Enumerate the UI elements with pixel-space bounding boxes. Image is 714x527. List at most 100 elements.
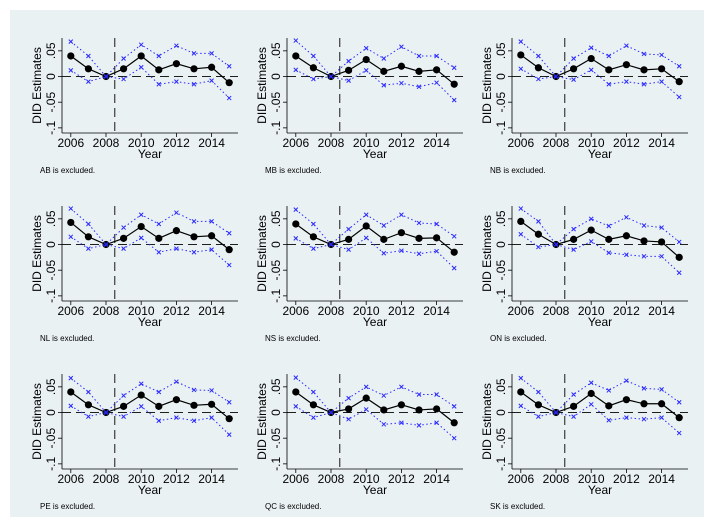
point: [68, 67, 74, 73]
point: [588, 239, 594, 244]
y-axis-label: DID Estimates: [30, 47, 44, 124]
point: [191, 418, 197, 424]
x-tick-label: 2006: [507, 304, 534, 318]
point: [534, 64, 543, 72]
point: [622, 396, 631, 404]
point: [536, 389, 541, 395]
point: [121, 76, 126, 82]
point: [588, 67, 594, 73]
y-tick-label: 0: [494, 409, 508, 416]
point: [640, 237, 648, 245]
point: [536, 244, 541, 250]
y-tick-label: -.05: [269, 92, 283, 113]
point: [518, 206, 524, 211]
y-tick-label: -.05: [44, 92, 58, 113]
point: [606, 250, 612, 256]
point: [226, 432, 232, 437]
point: [86, 53, 91, 59]
y-tick-label: -.05: [269, 260, 283, 281]
point: [156, 221, 162, 227]
y-tick-label: -.1: [269, 289, 283, 303]
point: [103, 410, 109, 415]
point: [450, 80, 458, 88]
point: [676, 63, 682, 69]
point: [191, 51, 197, 56]
point: [311, 76, 316, 82]
panel: -.1 -.05 0 .05 2006 2008 2010 2012 2014 Year DID E…: [30, 374, 238, 511]
point: [309, 233, 317, 241]
x-tick-label: 2012: [388, 472, 415, 486]
series-line: [520, 377, 680, 414]
y-tick-label: -.05: [494, 260, 508, 281]
y-axis-label: DID Estimates: [30, 383, 44, 460]
point: [416, 220, 422, 226]
point: [156, 81, 162, 87]
caption: NS is excluded.: [265, 334, 321, 343]
point: [624, 378, 629, 384]
point: [588, 216, 594, 222]
x-tick-label: 2014: [648, 136, 675, 150]
point: [641, 253, 647, 259]
y-axis-label: DID Estimates: [480, 215, 494, 292]
point: [451, 435, 457, 441]
x-tick-label: 2012: [163, 136, 190, 150]
point: [226, 63, 232, 69]
point: [121, 225, 126, 230]
point: [433, 405, 441, 413]
point: [676, 399, 682, 405]
point: [381, 421, 387, 427]
point: [676, 430, 682, 436]
point: [571, 247, 576, 253]
x-tick-label: 2014: [648, 472, 675, 486]
point: [517, 51, 525, 59]
point: [138, 212, 144, 218]
point: [536, 76, 541, 82]
y-tick-label: -.1: [44, 289, 58, 303]
x-tick-label: 2006: [57, 136, 84, 150]
point: [172, 60, 180, 68]
x-tick-label: 2008: [543, 304, 570, 318]
caption: NL is excluded.: [40, 334, 94, 343]
point: [174, 210, 179, 216]
x-tick-label: 2008: [93, 304, 120, 318]
point: [434, 420, 439, 426]
y-axis-label: DID Estimates: [480, 47, 494, 124]
point: [209, 78, 214, 83]
point: [397, 62, 405, 70]
point: [624, 79, 629, 85]
point: [641, 386, 647, 391]
caption: ON is excluded.: [490, 334, 546, 343]
y-tick-label: -.1: [44, 121, 58, 135]
panel: -.1 -.05 0 .05 2006 2008 2010 2012 2014 Year DID E…: [480, 374, 688, 511]
x-tick-label: 2006: [282, 472, 309, 486]
series-line: [70, 391, 230, 420]
y-tick-label: 0: [269, 409, 283, 416]
series-line: [70, 55, 230, 84]
y-tick-label: .05: [44, 42, 58, 59]
point: [156, 389, 162, 395]
point: [311, 246, 316, 251]
point: [534, 401, 543, 409]
caption: QC is excluded.: [265, 502, 321, 511]
series-line: [295, 209, 455, 246]
point: [659, 225, 664, 230]
x-tick-label: 2008: [318, 304, 345, 318]
x-tick-label: 2012: [613, 472, 640, 486]
point: [399, 212, 404, 218]
point: [363, 212, 369, 218]
point: [311, 53, 316, 59]
x-tick-label: 2010: [578, 136, 605, 150]
point: [605, 402, 613, 410]
point: [571, 414, 576, 419]
point: [624, 252, 629, 258]
x-tick-label: 2006: [507, 136, 534, 150]
point: [362, 55, 370, 64]
y-tick-label: 0: [269, 241, 283, 248]
point: [172, 396, 180, 404]
point: [381, 56, 387, 61]
series-line: [70, 377, 230, 414]
point: [451, 265, 457, 271]
point: [399, 248, 404, 254]
point: [518, 39, 524, 44]
x-tick-label: 2008: [543, 136, 570, 150]
